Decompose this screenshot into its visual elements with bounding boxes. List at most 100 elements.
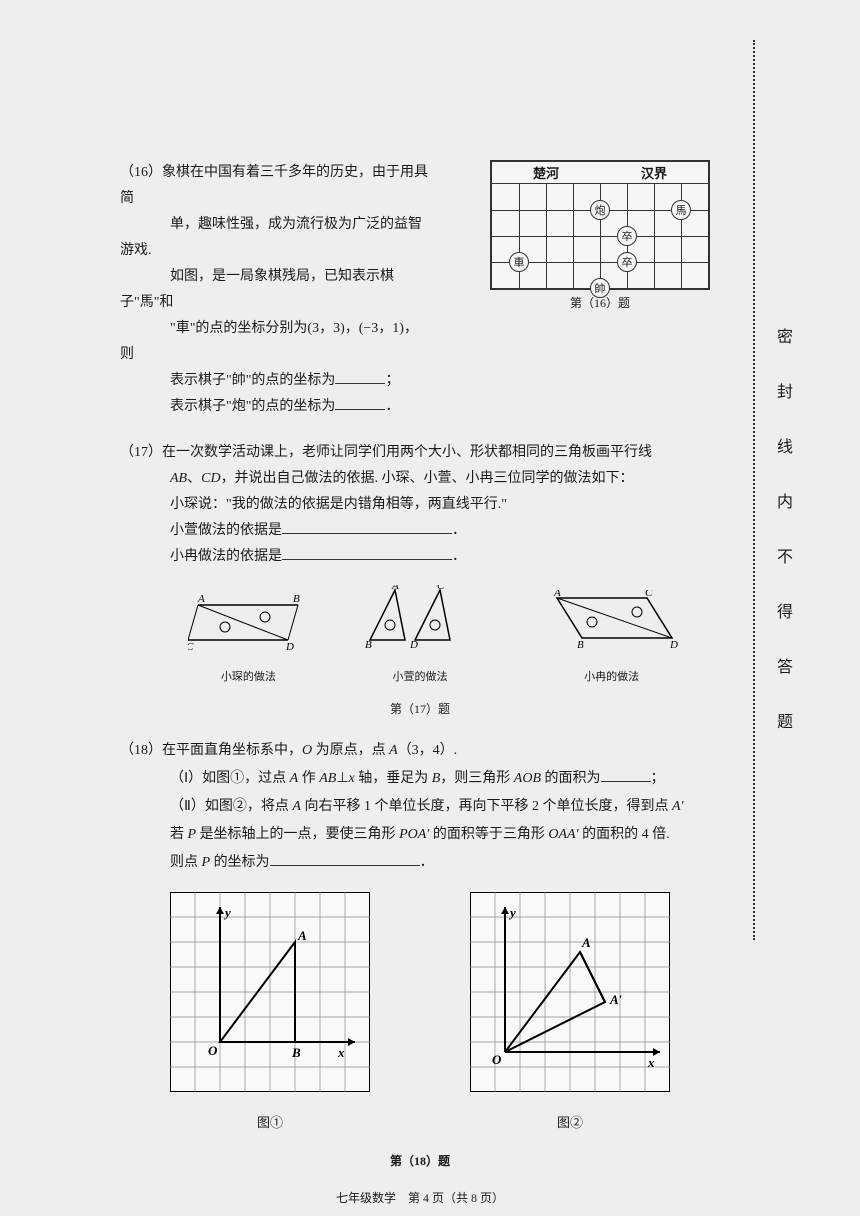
svg-text:x: x (337, 1045, 345, 1060)
grid-line (654, 184, 655, 288)
q16-line: "車"的点的坐标分别为(3，3)，(−3，1)，则 (120, 321, 418, 362)
q16-line: 单，趣味性强，成为流行极为广泛的益智游戏. (120, 217, 422, 258)
margin-char: 封 (775, 365, 795, 420)
q17-fig1: A B C D 小琛的做法 (188, 595, 308, 690)
q18-text: 作 (298, 771, 319, 786)
svg-text:C: C (645, 590, 653, 599)
var: AB (319, 771, 336, 786)
svg-text:D: D (669, 639, 678, 650)
svg-text:A: A (553, 590, 561, 599)
q18-text: 若 (170, 827, 188, 842)
chess-grid: 楚河 汉界 炮 馬 卒 車 (490, 160, 710, 290)
svg-text:O: O (208, 1043, 218, 1058)
question-17: （17）在一次数学活动课上，老师让同学们用两个大小、形状都相同的三角板画平行线 … (120, 440, 720, 722)
fig1-label: 小琛的做法 (188, 664, 308, 690)
river-left: 楚河 (533, 163, 559, 182)
q18-text: ⊥ (336, 771, 348, 786)
q17-text: 小琛说："我的做法的依据是内错角相等，两直线平行." (170, 497, 507, 512)
svg-text:B: B (365, 639, 372, 650)
piece-pao: 炮 (590, 200, 610, 220)
grid-line (519, 184, 520, 288)
q18-text: 的面积为 (541, 771, 601, 786)
fig3-svg: A C B D (532, 590, 692, 650)
q18-text: 的面积等于三角形 (429, 827, 548, 842)
q18-figures: O A B x y 图① (120, 892, 720, 1137)
svg-text:C: C (437, 585, 445, 592)
var: A (389, 743, 398, 758)
q18-text: 为原点，点 (312, 743, 389, 758)
var: A (290, 771, 299, 786)
q18-caption: 第（18）题 (120, 1147, 720, 1175)
fig1-svg: O A B x y (170, 892, 370, 1092)
q18-text: 是坐标轴上的一点，要使三角形 (196, 827, 399, 842)
blank-p (270, 852, 420, 866)
q18-text: （Ⅰ）如图①，过点 (170, 771, 290, 786)
q18-text: 轴，垂足为 (355, 771, 432, 786)
svg-text:D: D (285, 641, 294, 650)
margin-char: 不 (775, 530, 795, 585)
q18-punct: ． (420, 855, 434, 870)
q17-text: ，并说出自己做法的依据. 小琛、小萱、小冉三位同学的做法如下： (221, 471, 634, 486)
q18-text: 则点 (170, 855, 202, 870)
q17-text: 小萱做法的依据是 (170, 523, 282, 538)
q18-text: 向右平移 1 个单位长度，再向下平移 2 个单位长度，得到点 (301, 799, 672, 814)
page-content: （16）象棋在中国有着三千多年的历史，由于用具简 单，趣味性强，成为流行极为广泛… (120, 160, 720, 1206)
q17-caption: 第（17）题 (120, 696, 720, 722)
q16-text: （16）象棋在中国有着三千多年的历史，由于用具简 单，趣味性强，成为流行极为广泛… (120, 160, 430, 420)
q16-line: 象棋在中国有着三千多年的历史，由于用具简 (120, 165, 428, 206)
var: O (302, 743, 312, 758)
q16-line: 表示棋子"炮"的点的坐标为 (170, 399, 335, 414)
q17-punct: ． (452, 523, 466, 538)
var: A′ (672, 799, 684, 814)
svg-text:y: y (508, 905, 516, 920)
var: P (188, 827, 197, 842)
var: A (292, 799, 301, 814)
svg-text:O: O (492, 1052, 502, 1067)
q17-fig2: A B C D 小萱的做法 (365, 585, 475, 690)
svg-text:D: D (409, 639, 418, 650)
margin-char: 内 (775, 475, 795, 530)
grid-line (573, 184, 574, 288)
piece-che: 車 (509, 252, 529, 272)
q18-text: （3，4）. (398, 743, 458, 758)
svg-text:y: y (223, 905, 231, 920)
piece-zu: 卒 (617, 226, 637, 246)
margin-char: 题 (775, 695, 795, 750)
q18-fig2: O A A′ x y 图② (470, 892, 670, 1137)
q18-fig1: O A B x y 图① (170, 892, 370, 1137)
svg-text:B: B (577, 639, 584, 650)
grid-line (546, 184, 547, 288)
svg-text:B: B (291, 1045, 301, 1060)
var: POA′ (399, 827, 429, 842)
svg-text:A: A (581, 935, 591, 950)
sealing-line (753, 40, 755, 940)
margin-char: 密 (775, 310, 795, 365)
q17-text: 在一次数学活动课上，老师让同学们用两个大小、形状都相同的三角板画平行线 (162, 445, 652, 460)
var: OAA′ (548, 827, 578, 842)
fig1-cap: 图① (170, 1109, 370, 1137)
margin-char: 得 (775, 585, 795, 640)
q17-punct: ． (452, 549, 466, 564)
svg-text:C: C (188, 641, 194, 650)
chess-board: 楚河 汉界 炮 馬 卒 車 (490, 160, 710, 311)
var-cd: CD (201, 471, 220, 486)
svg-text:A: A (297, 928, 307, 943)
q16-punct: ． (385, 399, 399, 414)
q16-line: 表示棋子"帥"的点的坐标为 (170, 373, 335, 388)
fig2-cap: 图② (470, 1109, 670, 1137)
svg-text:A: A (197, 595, 205, 605)
blank-ran (282, 546, 452, 560)
svg-text:A: A (391, 585, 399, 592)
q18-text: 在平面直角坐标系中， (162, 743, 302, 758)
svg-text:x: x (647, 1055, 655, 1070)
margin-char: 答 (775, 640, 795, 695)
q17-figures: A B C D 小琛的做法 A B C D 小萱的做法 (160, 585, 720, 690)
q18-number: （18） (120, 743, 162, 758)
q18-text: 的坐标为 (210, 855, 270, 870)
var: P (202, 855, 211, 870)
chess-river: 楚河 汉界 (492, 162, 708, 184)
q18-text: 的面积的 4 倍. (579, 827, 670, 842)
blank-shuai (335, 370, 385, 384)
margin-char: 线 (775, 420, 795, 475)
fig2-svg: O A A′ x y (470, 892, 670, 1092)
